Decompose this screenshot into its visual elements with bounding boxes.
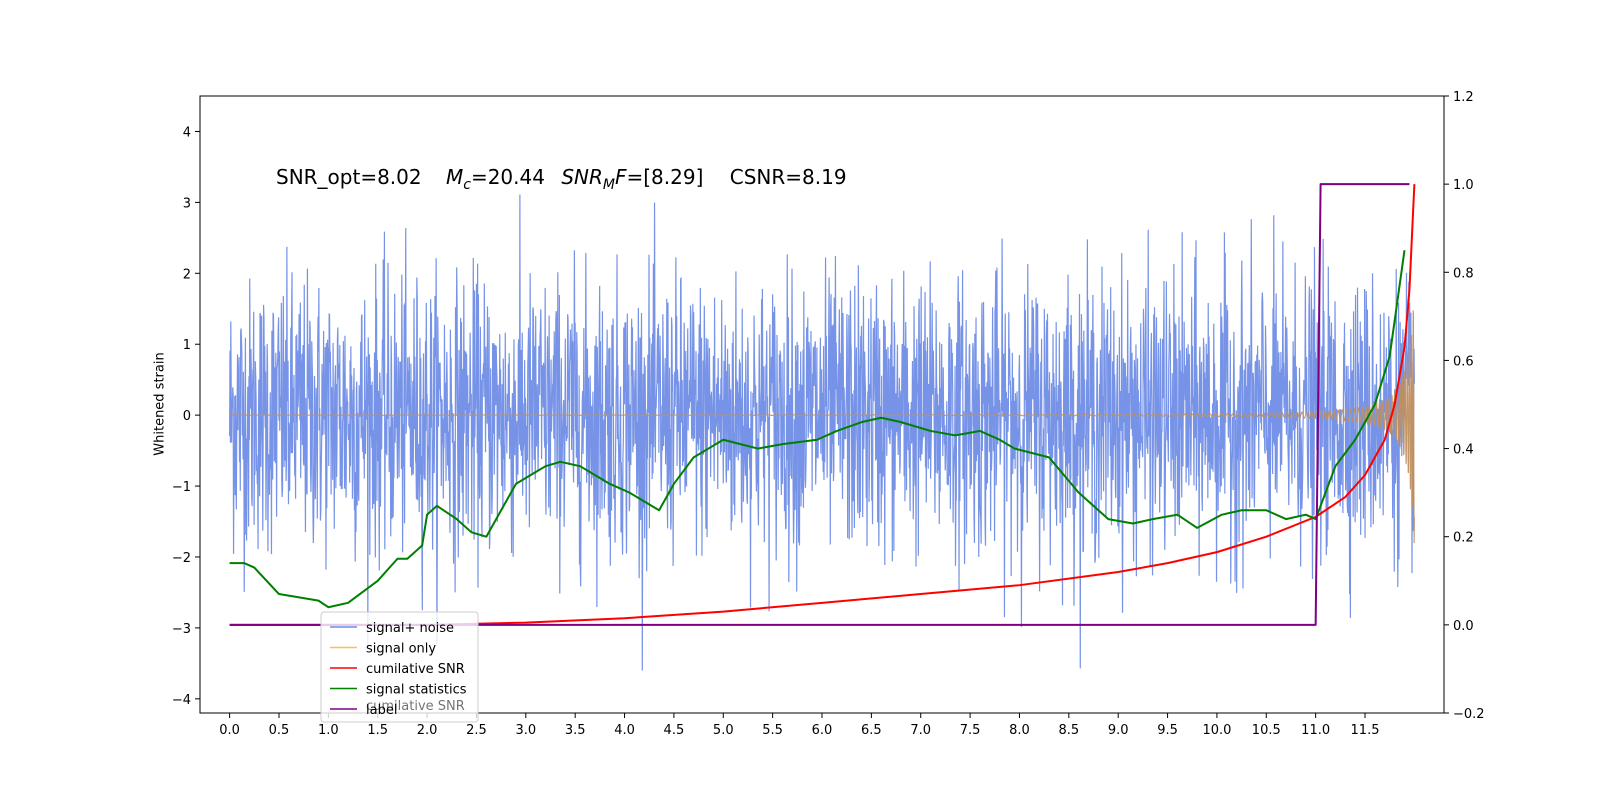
x-tick-label: 9.5 bbox=[1157, 723, 1178, 738]
y-left-tick-label: 3 bbox=[183, 196, 191, 211]
x-tick-label: 1.0 bbox=[318, 723, 339, 738]
annotation-csnr: CSNR=8.19 bbox=[730, 165, 847, 189]
x-tick-label: 7.0 bbox=[910, 723, 931, 738]
x-tick-label: 1.5 bbox=[367, 723, 388, 738]
label-line bbox=[229, 183, 1410, 626]
x-tick-label: 8.0 bbox=[1009, 723, 1030, 738]
x-tick-label: 7.5 bbox=[960, 723, 981, 738]
annotation-snr-opt: SNR_opt=8.02 bbox=[276, 165, 422, 189]
annotation-mc-symbol: M bbox=[446, 165, 463, 189]
annotation-snrmf-value: =[8.29] bbox=[627, 165, 704, 189]
x-tick-label: 4.0 bbox=[614, 723, 635, 738]
y-left-tick-label: 2 bbox=[183, 267, 191, 282]
x-tick-label: 6.0 bbox=[812, 723, 833, 738]
annotation-snrmf-subscript: M bbox=[603, 177, 615, 193]
y-right-tick-label: 0.8 bbox=[1453, 266, 1474, 281]
y-left-tick-label: −1 bbox=[172, 480, 191, 495]
y-right-tick-label: 0.6 bbox=[1453, 354, 1474, 369]
annotation: SNR_opt=8.02 Mc=20.44 SNRMF=[8.29] CSNR=… bbox=[276, 165, 847, 193]
x-tick-label: 9.0 bbox=[1108, 723, 1129, 738]
legend-label: label bbox=[366, 703, 397, 718]
x-tick-label: 10.5 bbox=[1252, 723, 1281, 738]
annotation-snrmf-tail: F bbox=[615, 165, 627, 189]
y-left-tick-label: −3 bbox=[172, 622, 191, 637]
signal-statistics-line bbox=[229, 250, 1406, 609]
x-tick-label: 11.5 bbox=[1351, 723, 1380, 738]
y-left-tick-label: 0 bbox=[183, 409, 191, 424]
y-right-tick-label: 0.4 bbox=[1453, 443, 1474, 458]
x-tick-label: 5.5 bbox=[762, 723, 783, 738]
x-tick-label: 5.0 bbox=[713, 723, 734, 738]
x-tick-label: 11.0 bbox=[1301, 723, 1330, 738]
legend: cumilative SNR signal+ noise signal only c… bbox=[320, 611, 479, 723]
legend-label: signal only bbox=[366, 642, 436, 657]
annotation-mc-value: =20.44 bbox=[471, 165, 545, 189]
signal-only-line bbox=[229, 310, 1415, 544]
legend-ghost-text: cumilative SNR bbox=[366, 699, 465, 714]
legend-label: signal+ noise bbox=[366, 621, 454, 636]
y-axis-right: 1.2 1.0 0.8 0.6 0.4 0.2 0.0 −0.2 bbox=[1444, 90, 1485, 722]
y-right-tick-label: −0.2 bbox=[1453, 707, 1485, 722]
plot-area bbox=[229, 183, 1416, 671]
legend-label: cumilative SNR bbox=[366, 662, 465, 677]
x-tick-label: 0.0 bbox=[219, 723, 240, 738]
x-tick-label: 2.0 bbox=[417, 723, 438, 738]
signal-plus-noise-series bbox=[229, 194, 1415, 671]
y-right-tick-label: 0.0 bbox=[1453, 619, 1474, 634]
annotation-mc-subscript: c bbox=[463, 177, 471, 193]
y-axis-label: Whitened strain bbox=[153, 352, 168, 455]
signal-only-series bbox=[229, 310, 1415, 544]
y-left-tick-label: 1 bbox=[183, 338, 191, 353]
annotation-snrmf-symbol: SNR bbox=[561, 165, 603, 189]
right-axis-series bbox=[229, 183, 1416, 626]
x-tick-label: 6.5 bbox=[861, 723, 882, 738]
y-right-tick-label: 1.0 bbox=[1453, 178, 1474, 193]
legend-label: signal statistics bbox=[366, 683, 467, 698]
x-tick-label: 8.5 bbox=[1058, 723, 1079, 738]
x-tick-label: 10.0 bbox=[1202, 723, 1231, 738]
y-left-tick-label: −2 bbox=[172, 551, 191, 566]
x-tick-label: 3.0 bbox=[515, 723, 536, 738]
cumulative-snr-line bbox=[229, 184, 1416, 626]
x-tick-label: 2.5 bbox=[466, 723, 487, 738]
y-axis-left: 4 3 2 1 0 −1 −2 −3 −4 bbox=[172, 125, 200, 708]
x-axis: 0.0 0.5 1.0 1.5 2.0 2.5 3.0 3.5 4.0 4.5 5.0 5.5 6.0 6… bbox=[219, 713, 1379, 738]
x-tick-label: 4.5 bbox=[664, 723, 685, 738]
y-right-tick-label: 1.2 bbox=[1453, 90, 1474, 105]
x-tick-label: 3.5 bbox=[565, 723, 586, 738]
signal-plus-noise-line bbox=[229, 194, 1415, 671]
x-tick-label: 0.5 bbox=[269, 723, 290, 738]
legend-box bbox=[320, 611, 479, 723]
y-right-tick-label: 0.2 bbox=[1453, 531, 1474, 546]
y-left-tick-label: −4 bbox=[172, 693, 191, 708]
y-left-tick-label: 4 bbox=[183, 125, 191, 140]
